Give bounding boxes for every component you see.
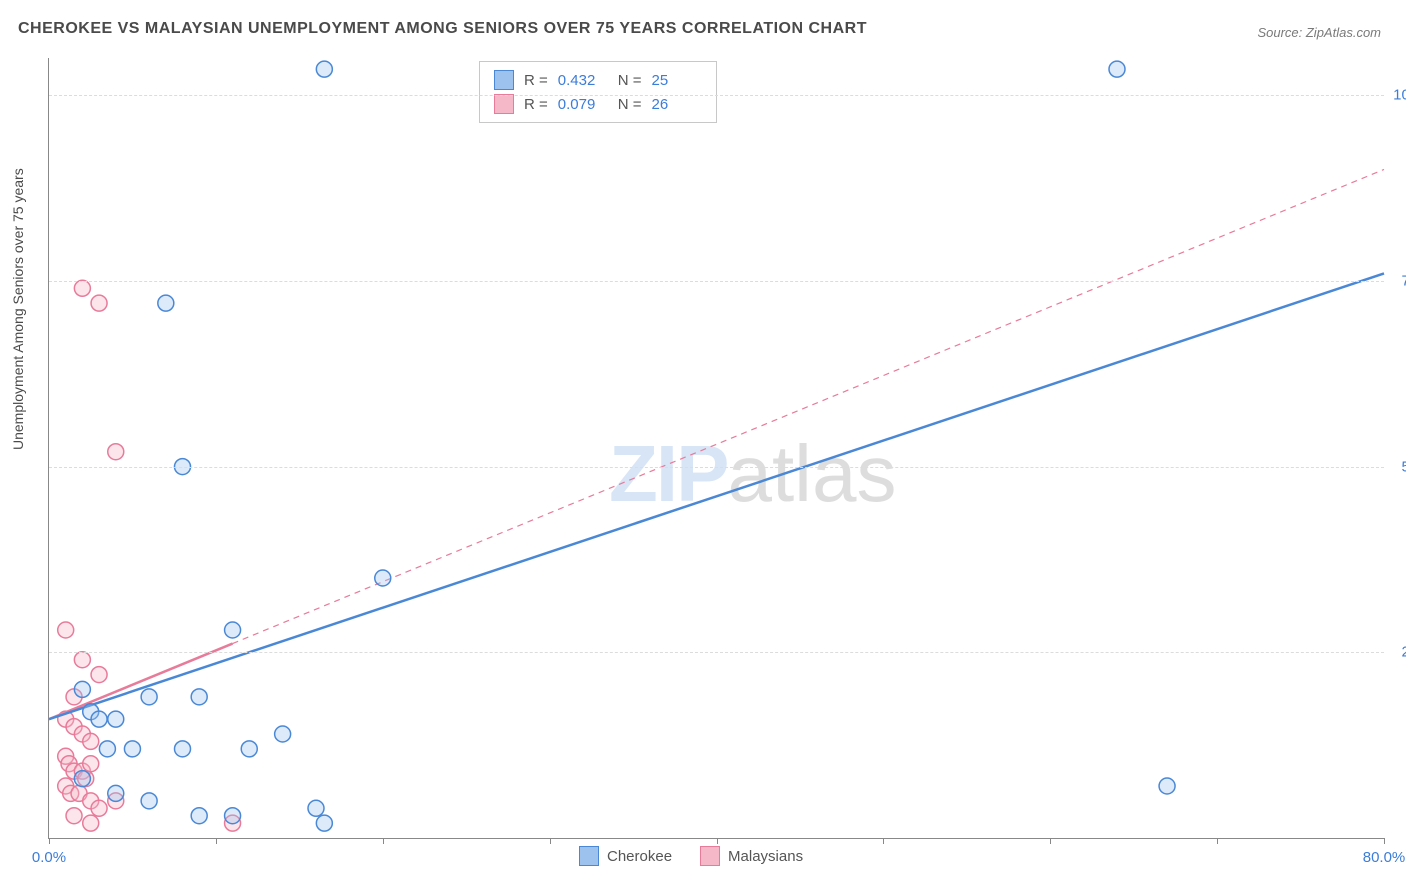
- stats-n-label: N =: [618, 72, 642, 89]
- chart-title: CHEROKEE VS MALAYSIAN UNEMPLOYMENT AMONG…: [18, 20, 867, 38]
- chart-plot-area: ZIPatlas R = 0.432 N = 25 R = 0.079 N = …: [48, 58, 1384, 839]
- point-cherokee: [74, 771, 90, 787]
- point-cherokee: [74, 681, 90, 697]
- correlation-stats-box: R = 0.432 N = 25 R = 0.079 N = 26: [479, 61, 717, 123]
- x-tick: [883, 838, 884, 844]
- point-malaysians: [74, 652, 90, 668]
- point-cherokee: [308, 800, 324, 816]
- y-tick-label: 50.0%: [1401, 458, 1406, 475]
- point-malaysians: [91, 295, 107, 311]
- x-tick: [1384, 838, 1385, 844]
- point-malaysians: [91, 667, 107, 683]
- point-malaysians: [58, 622, 74, 638]
- legend-swatch-malaysians: [700, 846, 720, 866]
- trendline-malaysians-dashed: [233, 169, 1384, 643]
- point-cherokee: [99, 741, 115, 757]
- stats-row-cherokee: R = 0.432 N = 25: [494, 68, 702, 92]
- point-cherokee: [1109, 61, 1125, 77]
- point-malaysians: [74, 280, 90, 296]
- y-tick-label: 100.0%: [1393, 87, 1406, 104]
- gridline: [49, 95, 1384, 96]
- point-cherokee: [225, 622, 241, 638]
- stats-n-label: N =: [618, 96, 642, 113]
- swatch-cherokee: [494, 70, 514, 90]
- point-cherokee: [108, 785, 124, 801]
- point-cherokee: [141, 793, 157, 809]
- legend-item-malaysians: Malaysians: [700, 846, 803, 866]
- y-tick-label: 75.0%: [1401, 272, 1406, 289]
- gridline: [49, 652, 1384, 653]
- point-cherokee: [241, 741, 257, 757]
- point-cherokee: [175, 741, 191, 757]
- x-tick-label: 0.0%: [32, 849, 66, 866]
- x-tick: [1217, 838, 1218, 844]
- point-cherokee: [316, 815, 332, 831]
- stats-n-cherokee: 25: [652, 72, 702, 89]
- x-tick: [216, 838, 217, 844]
- point-cherokee: [158, 295, 174, 311]
- scatter-plot-svg: [49, 58, 1384, 838]
- point-malaysians: [66, 808, 82, 824]
- point-cherokee: [141, 689, 157, 705]
- legend-swatch-cherokee: [579, 846, 599, 866]
- point-malaysians: [83, 756, 99, 772]
- x-tick: [1050, 838, 1051, 844]
- point-cherokee: [191, 808, 207, 824]
- legend-label-cherokee: Cherokee: [607, 848, 672, 865]
- x-tick: [383, 838, 384, 844]
- stats-n-malaysians: 26: [652, 96, 702, 113]
- swatch-malaysians: [494, 94, 514, 114]
- point-malaysians: [91, 800, 107, 816]
- point-cherokee: [1159, 778, 1175, 794]
- y-axis-label: Unemployment Among Seniors over 75 years: [10, 168, 26, 450]
- stats-r-label: R =: [524, 72, 548, 89]
- stats-r-cherokee: 0.432: [558, 72, 608, 89]
- point-cherokee: [108, 711, 124, 727]
- source-attribution: Source: ZipAtlas.com: [1257, 25, 1381, 40]
- point-cherokee: [91, 711, 107, 727]
- stats-r-label: R =: [524, 96, 548, 113]
- gridline: [49, 281, 1384, 282]
- point-cherokee: [275, 726, 291, 742]
- point-cherokee: [375, 570, 391, 586]
- point-cherokee: [316, 61, 332, 77]
- point-malaysians: [83, 815, 99, 831]
- legend-item-cherokee: Cherokee: [579, 846, 672, 866]
- x-tick: [550, 838, 551, 844]
- x-tick-label: 80.0%: [1363, 849, 1406, 866]
- legend: Cherokee Malaysians: [579, 846, 803, 866]
- legend-label-malaysians: Malaysians: [728, 848, 803, 865]
- point-malaysians: [83, 733, 99, 749]
- x-tick: [717, 838, 718, 844]
- point-malaysians: [108, 444, 124, 460]
- point-cherokee: [124, 741, 140, 757]
- gridline: [49, 467, 1384, 468]
- point-cherokee: [191, 689, 207, 705]
- y-tick-label: 25.0%: [1401, 644, 1406, 661]
- stats-r-malaysians: 0.079: [558, 96, 608, 113]
- x-tick: [49, 838, 50, 844]
- point-cherokee: [225, 808, 241, 824]
